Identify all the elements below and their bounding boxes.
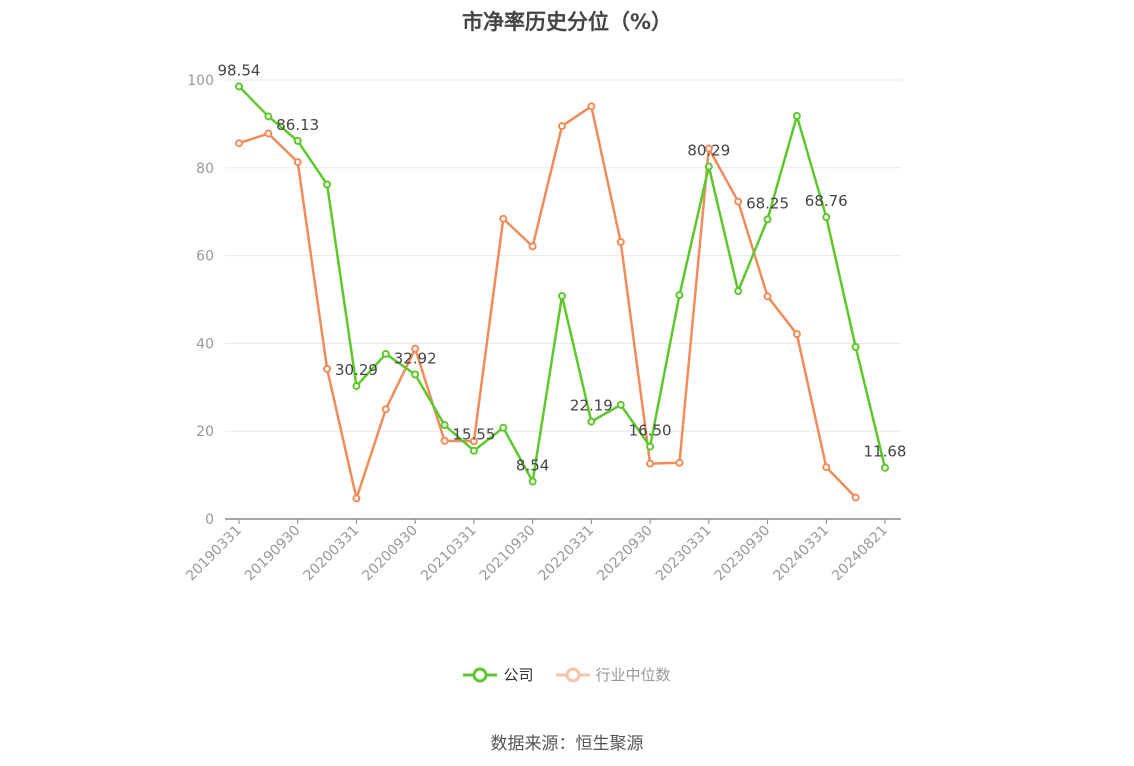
- data-point-industry: [323, 364, 332, 373]
- y-tick-label: 20: [196, 424, 214, 440]
- data-point-company: [851, 342, 860, 351]
- data-point-company: [881, 463, 889, 472]
- line-chart: 0 20 40 60 80 100 2019033120190930202003312020…: [183, 61, 907, 585]
- data-point-industry: [792, 330, 801, 339]
- y-tick-label: 80: [196, 161, 214, 177]
- chart-title: 市净率历史分位（%）: [461, 10, 673, 34]
- x-tick-label: 20230331: [653, 523, 715, 585]
- series-line-industry: [238, 105, 857, 500]
- x-tick-label: 20240821: [829, 523, 891, 585]
- legend-item-industry[interactable]: 行业中位数: [555, 664, 671, 685]
- data-point-company: [763, 215, 772, 224]
- x-tick-label: 20200930: [359, 523, 421, 585]
- data-point-company: [587, 417, 596, 426]
- data-point-industry: [851, 493, 860, 502]
- data-point-company: [528, 477, 537, 486]
- data-point-company: [264, 112, 273, 121]
- data-point-company: [352, 382, 361, 391]
- x-tick-label: 20210930: [477, 523, 539, 585]
- data-point-industry: [528, 242, 537, 251]
- data-point-industry: [469, 437, 478, 446]
- y-tick-label: 0: [205, 512, 214, 528]
- y-tick-label: 60: [196, 249, 214, 265]
- data-point-industry: [822, 463, 831, 472]
- data-label: 30.29: [335, 361, 378, 379]
- data-point-industry: [704, 144, 713, 153]
- data-label: 86.13: [276, 116, 319, 134]
- data-point-company: [381, 349, 390, 358]
- data-point-industry: [499, 214, 508, 223]
- data-point-company: [792, 111, 801, 120]
- series-line-company: [238, 85, 887, 483]
- data-point-industry: [587, 102, 596, 111]
- data-point-company: [558, 291, 566, 300]
- x-tick-label: 20190331: [183, 523, 245, 585]
- data-label: 80.29: [687, 142, 730, 160]
- data-source: 数据来源：恒生聚源: [490, 734, 644, 754]
- data-label: 68.76: [805, 192, 848, 210]
- x-tick-label: 20200331: [301, 523, 363, 585]
- y-tick-label: 40: [196, 336, 214, 352]
- data-label: 15.55: [452, 426, 495, 444]
- data-point-industry: [411, 344, 420, 353]
- data-label: 11.68: [864, 443, 907, 461]
- x-tick-label: 20220930: [594, 523, 656, 585]
- data-point-company: [440, 421, 449, 430]
- data-point-industry: [293, 158, 302, 167]
- data-label: 8.54: [516, 457, 549, 475]
- data-point-industry: [440, 436, 449, 445]
- data-point-company: [704, 162, 713, 171]
- data-point-industry: [675, 458, 684, 467]
- y-tick-label: 100: [187, 73, 214, 89]
- legend-company-label: 公司: [503, 666, 534, 684]
- data-label: 98.54: [218, 61, 261, 79]
- legend-item-company[interactable]: 公司: [463, 664, 534, 685]
- x-tick-label: 20230930: [712, 523, 774, 585]
- data-point-company: [323, 180, 332, 189]
- data-point-industry: [734, 197, 743, 206]
- x-tick-label: 20190930: [242, 523, 304, 585]
- data-label: 68.25: [746, 194, 789, 212]
- data-label: 22.19: [570, 397, 613, 415]
- data-point-industry: [264, 129, 273, 138]
- data-point-industry: [616, 237, 625, 246]
- data-point-company: [675, 291, 684, 300]
- data-point-company: [499, 423, 508, 432]
- data-point-company: [734, 287, 743, 296]
- data-point-company: [616, 400, 625, 409]
- data-point-company: [293, 136, 302, 145]
- data-point-company: [822, 213, 831, 222]
- data-point-industry: [235, 139, 243, 148]
- data-point-industry: [381, 405, 390, 414]
- data-point-company: [469, 446, 478, 455]
- data-point-industry: [352, 494, 361, 503]
- x-tick-label: 20220331: [535, 523, 597, 585]
- legend: 公司 行业中位数: [0, 664, 1134, 685]
- legend-company-marker-icon: [463, 667, 498, 682]
- data-label: 32.92: [394, 349, 437, 367]
- x-tick-label: 20240331: [770, 523, 832, 585]
- data-point-industry: [558, 122, 566, 131]
- x-tick-label: 20210331: [418, 523, 480, 585]
- data-label: 16.50: [629, 422, 672, 440]
- data-point-company: [235, 82, 243, 91]
- legend-industry-marker-icon: [555, 667, 590, 682]
- legend-industry-label: 行业中位数: [595, 666, 671, 684]
- data-point-industry: [763, 292, 772, 301]
- data-point-company: [411, 370, 420, 379]
- data-point-industry: [646, 459, 655, 468]
- data-point-company: [646, 442, 655, 451]
